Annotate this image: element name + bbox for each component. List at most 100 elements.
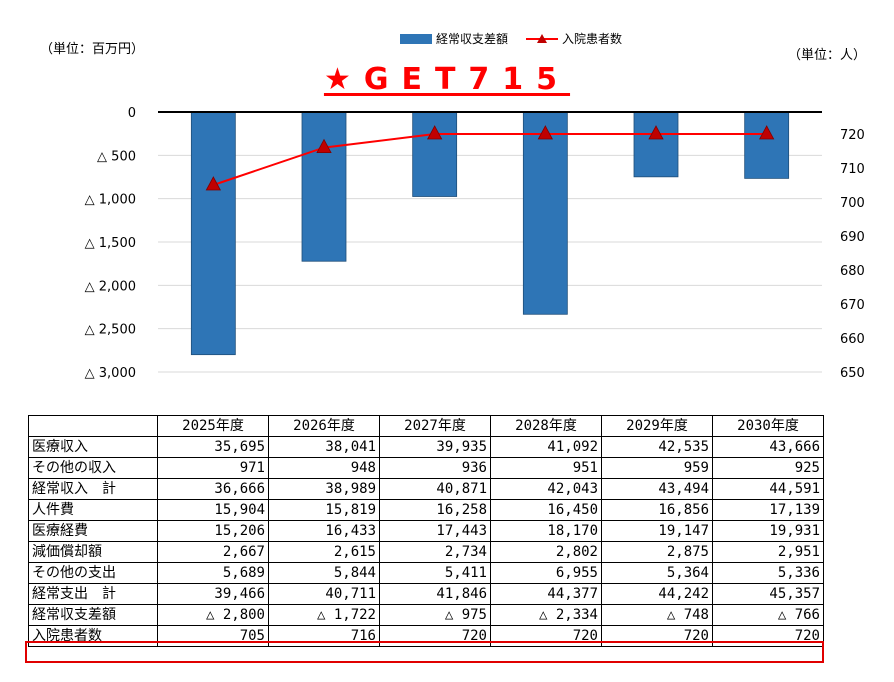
table-cell: 44,377	[490, 583, 602, 605]
line-point	[316, 138, 332, 154]
table-cell: 17,139	[712, 499, 824, 521]
legend: 経常収支差額 入院患者数	[400, 30, 622, 47]
data-table: 2025年度 2026年度 2027年度 2028年度 2029年度 2030年度 医療収…	[28, 415, 824, 647]
table-cell: △ 1,722	[268, 604, 380, 626]
table-cell: 925	[712, 457, 824, 479]
right-tick-label: 700	[840, 196, 865, 211]
bar	[301, 111, 347, 262]
right-tick-label: 670	[840, 298, 865, 313]
table-cell: 5,411	[379, 562, 491, 584]
table-row: 医療収入 35,695 38,041 39,935 41,092 42,535 43,666	[28, 436, 824, 458]
line-point	[205, 176, 222, 191]
table-header-cell: 2027年度	[379, 415, 491, 437]
table-cell: 15,819	[268, 499, 380, 521]
table-cell: 948	[268, 457, 380, 479]
row-label: その他の収入	[28, 457, 158, 479]
table-cell: 40,711	[268, 583, 380, 605]
table-cell: 41,092	[490, 436, 602, 458]
table-cell: △ 2,334	[490, 604, 602, 626]
table-cell: 42,043	[490, 478, 602, 500]
chart-title-text: ★GET715	[323, 62, 571, 97]
table-row: その他の収入 971 948 936 951 959 925	[28, 457, 824, 479]
table-cell: 16,450	[490, 499, 602, 521]
right-tick-label: 710	[840, 162, 865, 177]
right-tick-label: 690	[840, 230, 865, 245]
table-cell: 16,433	[268, 520, 380, 542]
table-cell: 38,989	[268, 478, 380, 500]
table-cell: 43,666	[712, 436, 824, 458]
table-cell: 35,695	[157, 436, 269, 458]
table-cell: 18,170	[490, 520, 602, 542]
line-point	[426, 125, 443, 140]
table-cell: △ 2,800	[157, 604, 269, 626]
legend-bar-swatch	[400, 33, 432, 44]
line-point	[758, 125, 775, 140]
table-row: 経常収支差額 △ 2,800 △ 1,722 △ 975 △ 2,334 △ 748 △ 7…	[28, 604, 824, 626]
table-cell: 2,951	[712, 541, 824, 563]
table-cell: 16,258	[379, 499, 491, 521]
table-cell: 44,242	[601, 583, 713, 605]
table-corner-cell	[28, 415, 158, 437]
left-axis-unit: （単位：百万円）	[40, 42, 145, 57]
legend-bar-label: 経常収支差額	[436, 32, 509, 46]
table-cell: 6,955	[490, 562, 602, 584]
line-point	[648, 125, 664, 140]
table-header-cell: 2029年度	[601, 415, 713, 437]
table-cell: 38,041	[268, 436, 380, 458]
table-cell: 5,336	[712, 562, 824, 584]
chart-title: ★GET715	[0, 62, 894, 97]
table-cell: 2,875	[601, 541, 713, 563]
table-cell: 44,591	[712, 478, 824, 500]
bar	[633, 111, 679, 178]
table-cell: 15,206	[157, 520, 269, 542]
left-tick-label: △ 500	[97, 149, 136, 164]
bar	[190, 111, 236, 356]
table-body: 医療収入 35,695 38,041 39,935 41,092 42,535 43,666…	[28, 436, 824, 647]
table-cell: 5,689	[157, 562, 269, 584]
table-row: その他の支出 5,689 5,844 5,411 6,955 5,364 5,336	[28, 562, 824, 584]
legend-line-label: 入院患者数	[562, 32, 623, 46]
table-cell: △ 748	[601, 604, 713, 626]
table-cell: 19,931	[712, 520, 824, 542]
table-row: 経常支出 計 39,466 40,711 41,846 44,377 44,242 45,3…	[28, 583, 824, 605]
highlight-box	[25, 641, 824, 663]
table-cell: 17,443	[379, 520, 491, 542]
row-label: 医療収入	[28, 436, 158, 458]
bar	[412, 111, 458, 197]
row-label: 人件費	[28, 499, 158, 521]
table-cell: 2,734	[379, 541, 491, 563]
table-cell: 2,667	[157, 541, 269, 563]
row-label: 経常収入 計	[28, 478, 158, 500]
row-label: 医療経費	[28, 520, 158, 542]
table-cell: 2,615	[268, 541, 380, 563]
row-label: 経常支出 計	[28, 583, 158, 605]
row-label: 経常収支差額	[28, 604, 158, 626]
combo-chart: 0 △ 500 △ 1,000 △ 1,500 △ 2,000 △ 2,500 △ 3,00…	[85, 106, 865, 381]
right-tick-label: 660	[840, 332, 865, 347]
table-cell: 959	[601, 457, 713, 479]
table-cell: 40,871	[379, 478, 491, 500]
table-row: 経常収入 計 36,666 38,989 40,871 42,043 43,494 44,5…	[28, 478, 824, 500]
table-row: 減価償却額 2,667 2,615 2,734 2,802 2,875 2,951	[28, 541, 824, 563]
series-line	[213, 133, 767, 186]
table-cell: 951	[490, 457, 602, 479]
table-cell: 5,844	[268, 562, 380, 584]
line-point	[537, 125, 554, 140]
right-axis-unit: （単位：人）	[788, 48, 867, 63]
table-header-cell: 2028年度	[490, 415, 602, 437]
table-row: 人件費 15,904 15,819 16,258 16,450 16,856 17,139	[28, 499, 824, 521]
bar	[744, 111, 790, 179]
table-header-cell: 2030年度	[712, 415, 824, 437]
bar	[522, 111, 568, 315]
table-cell: 36,666	[157, 478, 269, 500]
right-tick-label: 650	[840, 366, 865, 381]
left-tick-label: △ 1,000	[85, 193, 136, 208]
table-cell: 45,357	[712, 583, 824, 605]
table-cell: 15,904	[157, 499, 269, 521]
table-cell: 39,466	[157, 583, 269, 605]
table-cell: 16,856	[601, 499, 713, 521]
table-cell: 19,147	[601, 520, 713, 542]
table-cell: 41,846	[379, 583, 491, 605]
table-cell: 43,494	[601, 478, 713, 500]
table-cell: 5,364	[601, 562, 713, 584]
